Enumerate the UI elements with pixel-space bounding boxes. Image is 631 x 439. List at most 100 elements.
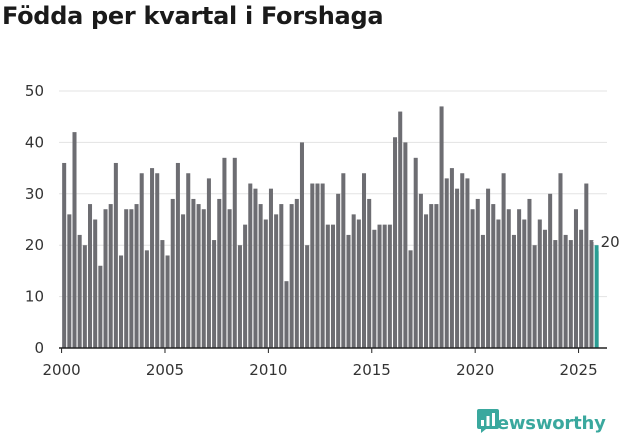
bar bbox=[237, 245, 242, 348]
bar bbox=[455, 188, 460, 348]
bar bbox=[589, 240, 594, 348]
bar bbox=[196, 204, 201, 348]
bar bbox=[170, 198, 175, 348]
bar bbox=[150, 168, 155, 348]
bar bbox=[232, 157, 237, 348]
bar bbox=[522, 219, 527, 348]
bar bbox=[289, 204, 294, 348]
bar bbox=[501, 173, 506, 348]
bar bbox=[253, 188, 258, 348]
bar bbox=[294, 198, 299, 348]
bar bbox=[119, 255, 124, 348]
newsworthy-icon bbox=[477, 409, 499, 433]
y-tick-label: 40 bbox=[25, 133, 44, 151]
bar bbox=[362, 173, 367, 348]
bar bbox=[413, 157, 418, 348]
newsworthy-logo[interactable]: Newsworthy bbox=[476, 408, 606, 438]
bar bbox=[351, 214, 356, 348]
bar bbox=[67, 214, 72, 348]
bar bbox=[103, 209, 108, 348]
bar bbox=[408, 250, 413, 348]
bar bbox=[88, 204, 93, 348]
bar bbox=[465, 178, 470, 348]
bar bbox=[325, 224, 330, 348]
bar bbox=[346, 234, 351, 348]
bar bbox=[62, 162, 67, 348]
bar bbox=[212, 240, 217, 348]
x-tick-label: 2025 bbox=[559, 361, 597, 379]
bar bbox=[563, 234, 568, 348]
bar bbox=[217, 198, 222, 348]
bar bbox=[424, 214, 429, 348]
bar bbox=[439, 106, 444, 348]
x-tick-label: 2015 bbox=[353, 361, 391, 379]
y-tick-label: 0 bbox=[34, 339, 44, 357]
bar bbox=[336, 193, 341, 348]
bar bbox=[341, 173, 346, 348]
bar bbox=[387, 224, 392, 348]
bar bbox=[491, 204, 496, 348]
bar bbox=[72, 132, 77, 348]
bar bbox=[418, 193, 423, 348]
bar bbox=[486, 188, 491, 348]
y-tick-label: 20 bbox=[25, 236, 44, 254]
bar bbox=[449, 168, 454, 348]
bar bbox=[548, 193, 553, 348]
bar bbox=[155, 173, 160, 348]
bar bbox=[108, 204, 113, 348]
bar bbox=[330, 224, 336, 348]
bar bbox=[206, 178, 211, 348]
bar bbox=[568, 240, 573, 348]
value-callout-box bbox=[592, 231, 611, 252]
bar bbox=[186, 173, 191, 348]
bar bbox=[139, 173, 144, 348]
bar bbox=[532, 245, 537, 348]
x-tick-label: 2005 bbox=[146, 361, 184, 379]
y-tick-label: 30 bbox=[25, 185, 44, 203]
bar bbox=[134, 204, 139, 348]
bar bbox=[201, 209, 206, 348]
bar bbox=[263, 219, 268, 348]
bar bbox=[470, 209, 475, 348]
bar bbox=[305, 245, 310, 348]
bar bbox=[124, 209, 129, 348]
bar bbox=[403, 142, 408, 348]
bar bbox=[93, 219, 98, 348]
bar bbox=[356, 219, 361, 348]
bar bbox=[460, 173, 465, 348]
data-labels: 20 bbox=[592, 231, 620, 252]
bar bbox=[181, 214, 186, 348]
bar bbox=[444, 178, 449, 348]
y-tick-label: 10 bbox=[25, 288, 44, 306]
bar bbox=[429, 204, 434, 348]
bar bbox=[227, 209, 232, 348]
bar-latest bbox=[594, 245, 599, 348]
bar bbox=[284, 281, 289, 348]
bar bbox=[82, 245, 87, 348]
bar bbox=[222, 157, 227, 348]
bar bbox=[279, 204, 284, 348]
bar bbox=[480, 234, 485, 348]
bar bbox=[268, 188, 273, 348]
bar bbox=[382, 224, 387, 348]
latest-value-label: 20 bbox=[601, 233, 620, 251]
bar bbox=[579, 229, 584, 348]
bar bbox=[584, 183, 589, 348]
bar bbox=[496, 219, 501, 348]
bar bbox=[299, 142, 304, 348]
brand-name: Newsworthy bbox=[482, 412, 606, 434]
bar bbox=[315, 183, 320, 348]
bar bbox=[573, 209, 578, 348]
bar bbox=[310, 183, 315, 348]
bar bbox=[553, 240, 558, 348]
x-tick-label: 2000 bbox=[42, 361, 80, 379]
bar bbox=[129, 209, 134, 348]
y-tick-label: 50 bbox=[25, 82, 44, 100]
bar bbox=[160, 240, 165, 348]
bars bbox=[62, 106, 599, 348]
bar bbox=[175, 162, 180, 348]
bar bbox=[191, 198, 196, 348]
bar bbox=[393, 137, 398, 348]
axes: 0 10 20 30 40 50 2000 2005 2010 2015 2020 2025 bbox=[25, 82, 607, 379]
